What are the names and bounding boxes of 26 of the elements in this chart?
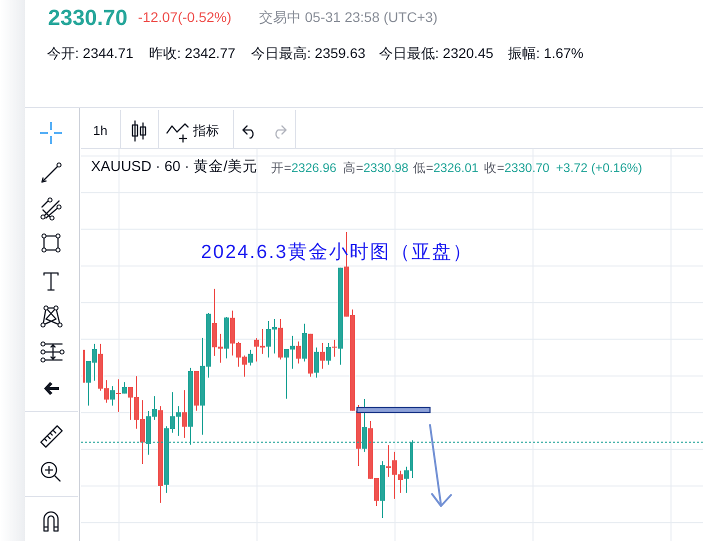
text: 开=2326.96 <box>271 160 336 174</box>
text: 收= <box>484 160 504 174</box>
text: 交易中 05-31 23:58 (UTC+3) <box>259 8 438 25</box>
text: 昨收: 2342.77 <box>149 44 236 61</box>
text: 高=2330.98 <box>343 160 408 174</box>
text: 今开: 2344.71 <box>47 44 134 61</box>
text: 指标 <box>193 123 219 138</box>
text: 2330.70 <box>48 4 128 30</box>
candlestick <box>248 349 253 366</box>
candlestick <box>326 342 331 366</box>
text: 低=2326.01 <box>413 160 478 174</box>
candlestick <box>110 386 115 406</box>
candlestick <box>182 390 187 438</box>
text: 振幅: 1.67% <box>508 44 584 61</box>
candlestick <box>320 342 325 370</box>
candlestick <box>296 341 301 364</box>
text: 今日最高: 2359.63 <box>251 44 366 61</box>
text: -12.07(-0.52%) <box>138 8 232 25</box>
candlestick <box>314 347 319 378</box>
chart-subtitle: XAUUSD · 60 · 黄金/美元 <box>91 159 258 176</box>
candlestick <box>332 339 337 358</box>
candlestick <box>116 378 121 412</box>
text: 1h <box>93 123 108 138</box>
text: 今日最低: 2320.45 <box>379 44 494 61</box>
text: +3.72 (+0.16%) <box>556 160 642 174</box>
text: 2330.70 <box>504 160 550 174</box>
